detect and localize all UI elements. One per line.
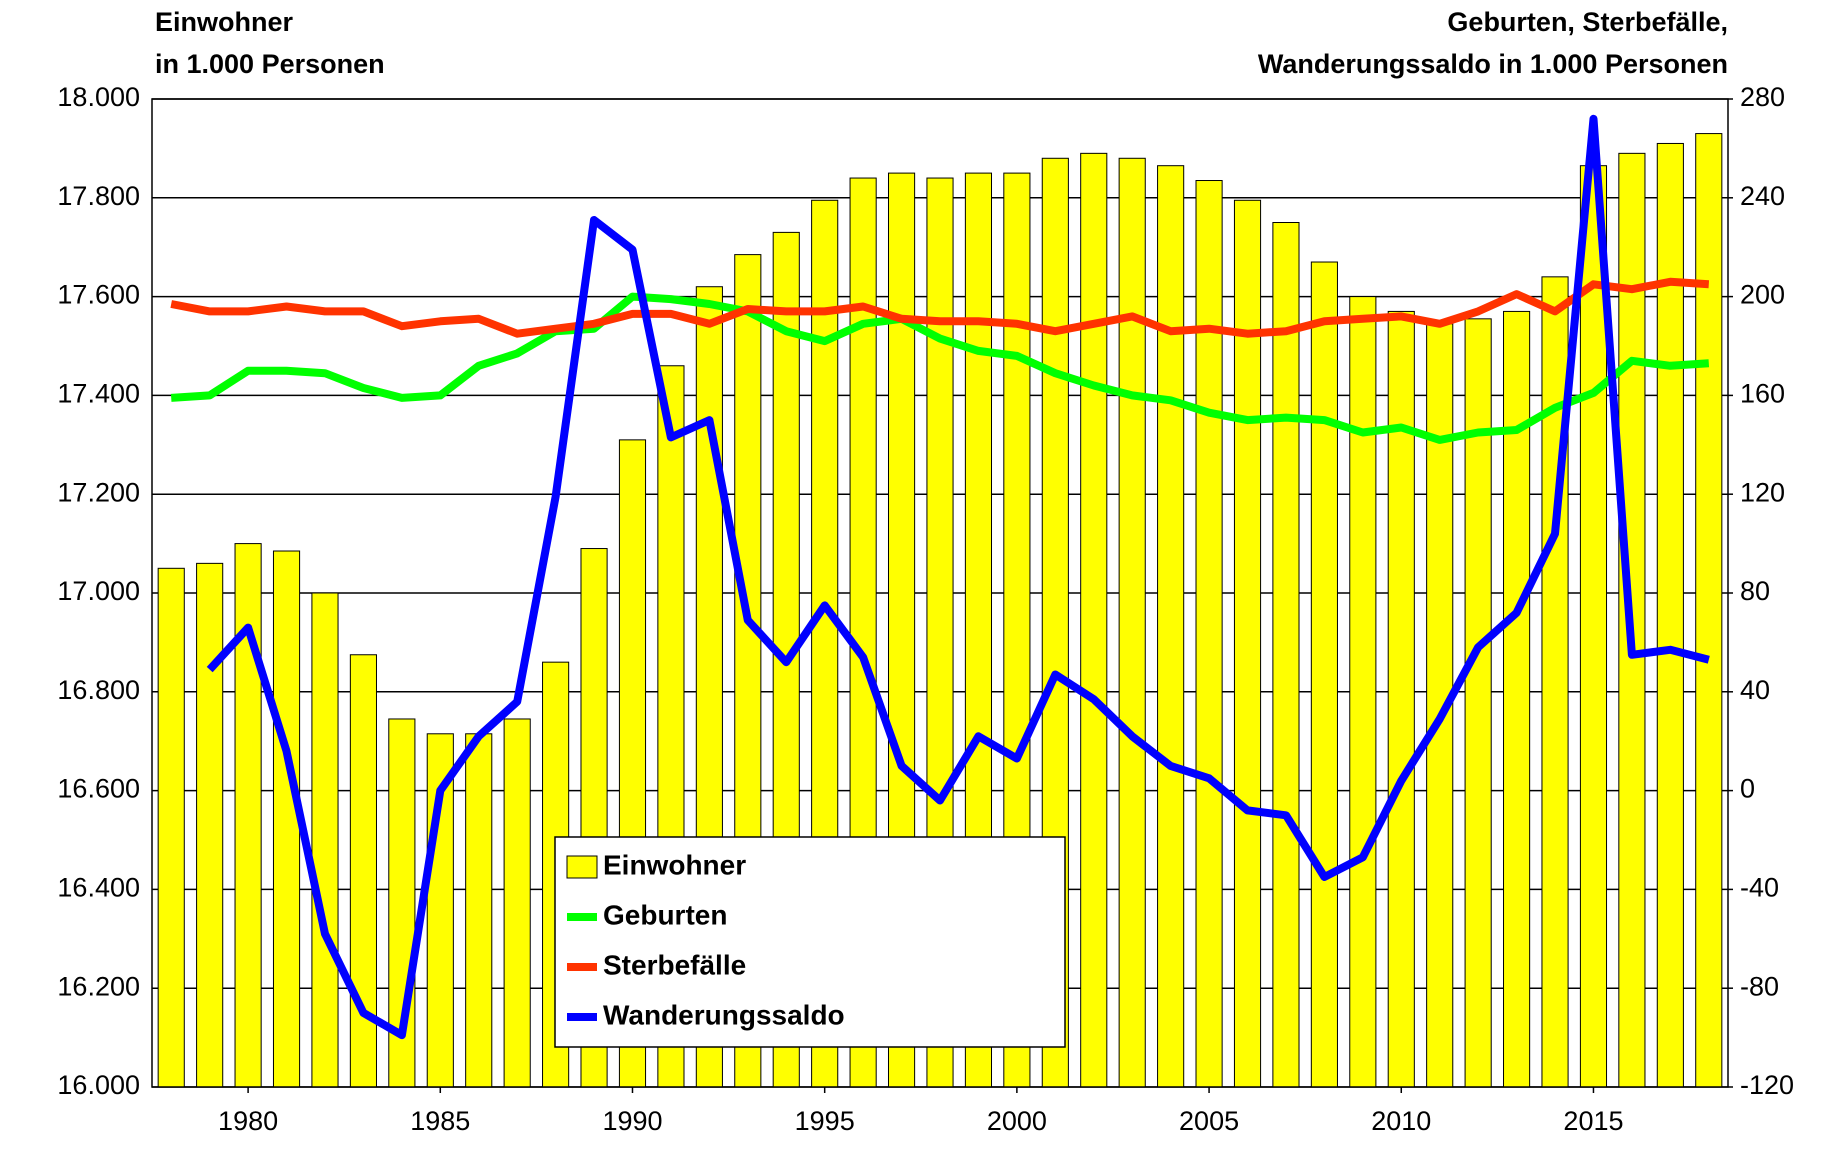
y-tick-label: 16.600 xyxy=(57,774,140,804)
x-tick-label: 2005 xyxy=(1179,1106,1239,1136)
y2-tick-label: -120 xyxy=(1740,1070,1794,1100)
line-series xyxy=(206,114,1710,1040)
bar xyxy=(465,733,493,1088)
legend-label: Wanderungssaldo xyxy=(603,999,845,1030)
bar xyxy=(196,562,224,1088)
y-tick-label: 17.400 xyxy=(57,379,140,409)
y2-tick-label: 280 xyxy=(1740,82,1785,112)
x-tick-label: 2000 xyxy=(987,1106,1047,1136)
x-tick-label: 2015 xyxy=(1563,1106,1623,1136)
y2-tick-label: 200 xyxy=(1740,280,1785,310)
bar xyxy=(272,550,301,1088)
legend-label: Geburten xyxy=(603,899,727,930)
x-tick-label: 1990 xyxy=(602,1106,662,1136)
bar xyxy=(311,592,339,1088)
y2-tick-label: 40 xyxy=(1740,675,1770,705)
y2-axis-title: Geburten, Sterbefälle, xyxy=(1447,7,1728,37)
y2-tick-label: 120 xyxy=(1740,477,1785,507)
bar xyxy=(1579,165,1608,1088)
bar xyxy=(1656,142,1684,1088)
bar xyxy=(1464,318,1492,1088)
y-tick-label: 16.800 xyxy=(57,675,140,705)
y-tick-label: 17.200 xyxy=(57,477,140,507)
y2-axis-title: Wanderungssaldo in 1.000 Personen xyxy=(1258,49,1728,79)
y-tick-label: 17.000 xyxy=(57,576,140,606)
y2-tick-label: 0 xyxy=(1740,774,1755,804)
y-tick-label: 16.000 xyxy=(57,1070,140,1100)
line-series xyxy=(170,277,1710,338)
legend-label: Sterbefälle xyxy=(603,949,746,980)
legend-label: Einwohner xyxy=(603,849,746,880)
x-tick-label: 1980 xyxy=(218,1106,278,1136)
bar xyxy=(1195,180,1223,1088)
bar xyxy=(503,718,531,1088)
y-tick-label: 18.000 xyxy=(57,82,140,112)
legend-box xyxy=(554,836,1066,1048)
y-axis-title: Einwohner xyxy=(155,7,293,37)
y2-tick-label: -40 xyxy=(1740,873,1779,903)
x-tick-label: 1985 xyxy=(410,1106,470,1136)
y-tick-label: 17.600 xyxy=(57,280,140,310)
x-tick-label: 1995 xyxy=(795,1106,855,1136)
y-tick-label: 17.800 xyxy=(57,181,140,211)
line-series xyxy=(170,292,1710,444)
bar xyxy=(157,567,185,1088)
bar xyxy=(1272,222,1300,1088)
x-tick-label: 2010 xyxy=(1371,1106,1431,1136)
y2-tick-label: -80 xyxy=(1740,971,1779,1001)
bar xyxy=(1310,261,1338,1088)
legend-swatch xyxy=(566,855,598,879)
y2-tick-label: 160 xyxy=(1740,379,1785,409)
bar xyxy=(1695,133,1723,1088)
y-tick-label: 16.200 xyxy=(57,971,140,1001)
y-tick-label: 16.400 xyxy=(57,873,140,903)
bar xyxy=(1080,152,1108,1088)
bar xyxy=(1349,296,1377,1088)
plot-border xyxy=(151,98,1729,1088)
bar xyxy=(1118,157,1146,1088)
y2-tick-label: 80 xyxy=(1740,576,1770,606)
bar xyxy=(1157,165,1185,1088)
y2-tick-label: 240 xyxy=(1740,181,1785,211)
y-axis-title: in 1.000 Personen xyxy=(155,49,385,79)
